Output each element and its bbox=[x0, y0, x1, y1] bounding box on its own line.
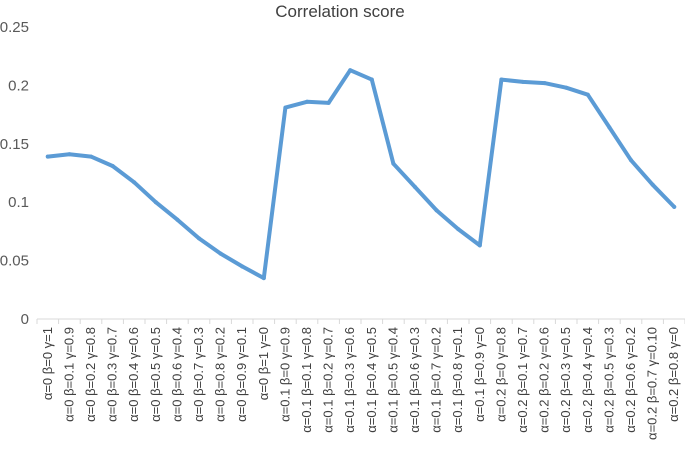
data-point bbox=[521, 79, 525, 84]
y-tick-label: 0.2 bbox=[8, 77, 29, 94]
series-line bbox=[45, 68, 677, 281]
x-axis-ticks bbox=[36, 319, 685, 324]
data-point bbox=[89, 154, 93, 159]
data-point bbox=[542, 81, 547, 86]
data-point bbox=[434, 208, 439, 213]
data-point bbox=[607, 125, 612, 130]
data-point bbox=[240, 264, 245, 269]
data-point bbox=[650, 182, 655, 187]
x-tick-label: α=0.1 β=0.1 γ=0.8 bbox=[299, 327, 314, 433]
x-tick-label: α=0 β=0 γ=1 bbox=[40, 327, 55, 400]
x-tick-label: α=0.1 β=0.2 γ=0.7 bbox=[321, 327, 336, 433]
data-point bbox=[585, 92, 590, 97]
data-point bbox=[456, 227, 461, 232]
data-point bbox=[218, 251, 223, 256]
data-point bbox=[564, 85, 569, 90]
x-tick-label: α=0.2 β=0 γ=0.8 bbox=[493, 327, 508, 422]
data-point bbox=[110, 163, 115, 168]
x-tick-label: α=0 β=0.5 γ=0.5 bbox=[148, 327, 163, 422]
x-tick-label: α=0.1 β=0.5 γ=0.4 bbox=[385, 327, 400, 433]
y-tick-label: 0.25 bbox=[0, 19, 29, 36]
y-tick-label: 0.15 bbox=[0, 136, 29, 153]
data-points bbox=[45, 68, 677, 281]
data-point bbox=[153, 200, 158, 205]
data-point bbox=[477, 243, 482, 248]
x-tick-label: α=0.1 β=0.8 γ=0.1 bbox=[450, 327, 465, 433]
data-point bbox=[305, 99, 309, 104]
x-tick-label: α=0.1 β=0.9 γ=0 bbox=[472, 327, 487, 422]
x-tick-label: α=0 β=0.6 γ=0.4 bbox=[169, 327, 184, 422]
x-tick-label: α=0.1 β=0.6 γ=0.3 bbox=[407, 327, 422, 433]
x-tick-label: α=0 β=0.1 γ=0.9 bbox=[61, 327, 76, 422]
y-axis: 0 0.05 0.1 0.15 0.2 0.25 bbox=[0, 19, 29, 328]
data-point bbox=[283, 105, 288, 110]
data-point bbox=[175, 217, 180, 222]
x-axis-labels: α=0 β=0 γ=1 α=0 β=0.1 γ=0.9 α=0 β=0.2 γ=0.… bbox=[40, 327, 681, 440]
data-point bbox=[132, 180, 137, 185]
x-tick-label: α=0 β=0.8 γ=0.2 bbox=[213, 327, 228, 422]
y-tick-label: 0.1 bbox=[8, 194, 29, 211]
data-point bbox=[629, 158, 633, 163]
y-tick-label: 0.05 bbox=[0, 253, 29, 270]
x-tick-label: α=0 β=0.4 γ=0.6 bbox=[126, 327, 141, 422]
data-point bbox=[391, 161, 396, 166]
x-tick-label: α=0 β=0.9 γ=0.1 bbox=[234, 327, 249, 422]
x-tick-label: α=0 β=0.3 γ=0.7 bbox=[105, 327, 120, 422]
data-point bbox=[326, 100, 331, 105]
data-point bbox=[499, 77, 504, 82]
x-tick-label: α=0.2 β=0.4 γ=0.4 bbox=[580, 327, 595, 433]
x-tick-label: α=0.2 β=0.7 γ=0.10 bbox=[645, 327, 660, 440]
x-tick-label: α=0.2 β=0.6 γ=0.2 bbox=[623, 327, 638, 433]
data-point bbox=[197, 236, 201, 241]
x-tick-label: α=0.1 β=0.7 γ=0.2 bbox=[429, 327, 444, 433]
data-point bbox=[672, 204, 677, 209]
y-tick-label: 0 bbox=[21, 311, 29, 328]
x-tick-label: α=0.2 β=0.5 γ=0.3 bbox=[601, 327, 616, 433]
x-tick-label: α=0.1 β=0.4 γ=0.5 bbox=[364, 327, 379, 433]
x-tick-label: α=0.2 β=0.2 γ=0.6 bbox=[537, 327, 552, 433]
x-tick-label: α=0 β=0.7 γ=0.3 bbox=[191, 327, 206, 422]
data-point bbox=[369, 77, 374, 82]
data-point bbox=[348, 68, 353, 73]
data-point bbox=[45, 154, 50, 159]
x-tick-label: α=0.2 β=0.1 γ=0.7 bbox=[515, 327, 530, 433]
chart-title: Correlation score bbox=[275, 2, 404, 21]
data-point bbox=[413, 185, 417, 190]
x-tick-label: α=0 β=1 γ=0 bbox=[256, 327, 271, 400]
x-tick-label: α=0.2 β=0.8 γ=0 bbox=[666, 327, 681, 422]
x-tick-label: α=0 β=0.2 γ=0.8 bbox=[83, 327, 98, 422]
x-tick-label: α=0.1 β=0 γ=0.9 bbox=[277, 327, 292, 422]
x-tick-label: α=0.2 β=0.3 γ=0.5 bbox=[558, 327, 573, 433]
data-point bbox=[67, 152, 72, 157]
x-tick-label: α=0.1 β=0.3 γ=0.6 bbox=[342, 327, 357, 433]
data-point bbox=[261, 276, 266, 281]
